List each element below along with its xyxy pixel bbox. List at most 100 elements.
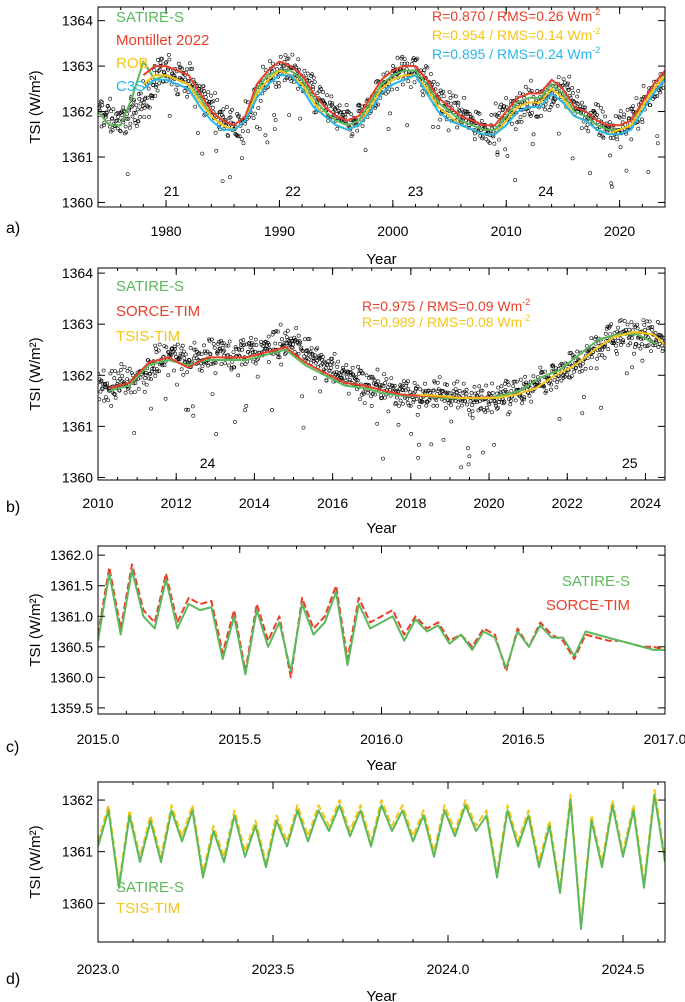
observation-point	[649, 349, 653, 354]
observation-point	[213, 371, 218, 376]
observation-point	[157, 68, 162, 72]
observation-point	[489, 113, 494, 117]
panel-a: 1980 1990 2000 2010 2020 1360 1361 1362 1363 1364…	[6, 6, 666, 268]
observation-point	[639, 337, 644, 342]
observation-point	[186, 357, 191, 362]
observation-point	[431, 125, 435, 129]
y-tick-label: 1360	[62, 469, 93, 485]
observation-point	[476, 390, 481, 395]
observation-point	[524, 380, 529, 385]
observation-point	[572, 100, 577, 104]
observation-point	[278, 322, 283, 327]
observation-point	[197, 367, 202, 372]
observation-point	[187, 358, 192, 363]
observation-point	[242, 342, 246, 347]
observation-point	[313, 376, 318, 381]
observation-point	[283, 350, 288, 355]
series-line-montillet-2022	[142, 60, 665, 127]
observation-point	[656, 319, 660, 324]
observation-point	[354, 375, 359, 380]
observation-point	[283, 53, 288, 58]
observation-point	[594, 102, 598, 107]
observation-point	[423, 381, 427, 386]
observation-point	[436, 125, 441, 130]
observation-point	[478, 388, 483, 393]
observation-point	[559, 378, 564, 383]
observation-point	[595, 113, 600, 117]
observation-point	[566, 88, 571, 92]
y-axis: 1360 1361 1362	[62, 792, 665, 911]
observation-point	[124, 116, 129, 121]
observation-point	[119, 362, 124, 367]
legend-entry: Montillet 2022	[116, 32, 209, 49]
observation-point	[477, 384, 482, 389]
observation-point	[492, 399, 497, 404]
observation-point	[617, 114, 621, 119]
observation-point	[603, 331, 608, 336]
observation-point	[214, 432, 219, 437]
observation-point	[116, 114, 121, 119]
observation-point	[213, 360, 218, 365]
observation-point	[129, 370, 134, 375]
x-axis: 1980 1990 2000 2010 2020	[97, 7, 666, 239]
observation-point	[139, 107, 144, 112]
observation-point	[157, 81, 162, 86]
observation-point	[481, 450, 485, 455]
observation-point	[596, 103, 600, 107]
plot-area	[98, 563, 665, 679]
observation-point	[554, 366, 559, 371]
observation-point	[279, 362, 284, 367]
observation-point	[461, 381, 466, 386]
observation-point	[146, 86, 151, 91]
x-tick-label: 2016	[317, 495, 348, 511]
observation-point	[370, 374, 375, 379]
observation-point	[113, 369, 118, 374]
observation-point	[613, 114, 618, 119]
observation-point	[173, 346, 178, 351]
series-line-tsis-tim	[418, 330, 665, 400]
observation-point	[468, 412, 472, 417]
observation-point	[248, 345, 253, 350]
observation-point	[160, 56, 164, 61]
observation-point	[628, 341, 633, 346]
observation-point	[251, 359, 256, 364]
observation-point	[421, 93, 425, 98]
observation-point	[547, 108, 552, 113]
x-tick-label: 2016.0	[360, 731, 403, 747]
observation-point	[341, 371, 346, 376]
observation-point	[240, 347, 245, 352]
legend: SATIRE-S SORCE-TIM TSIS-TIM	[116, 278, 200, 345]
observation-point	[381, 72, 386, 77]
observation-point	[352, 375, 357, 380]
observation-point	[209, 337, 214, 342]
observation-point	[372, 378, 377, 383]
observation-point	[282, 78, 287, 83]
observation-point	[602, 355, 607, 360]
observation-point	[561, 77, 566, 82]
axes-frame	[97, 267, 666, 481]
observation-point	[312, 110, 317, 115]
observation-point	[611, 341, 616, 346]
observation-point	[452, 100, 457, 105]
observation-point	[283, 331, 288, 336]
observation-point	[286, 56, 291, 61]
observation-point	[145, 95, 150, 100]
observation-point	[615, 137, 620, 142]
observation-point	[611, 136, 616, 141]
observation-point	[618, 336, 623, 341]
observation-point	[511, 384, 516, 389]
observation-point	[166, 53, 171, 57]
observation-point	[408, 85, 413, 90]
observation-point	[102, 123, 106, 128]
observation-point	[391, 64, 395, 68]
observation-point	[400, 54, 405, 59]
observation-point	[526, 87, 531, 92]
observation-point	[531, 374, 536, 379]
x-tick-label: 2014	[239, 495, 270, 511]
observation-point	[469, 390, 474, 395]
x-tick-label: 2010	[491, 223, 522, 239]
observation-point	[549, 95, 554, 100]
observation-point	[346, 370, 351, 375]
observation-point	[616, 325, 621, 330]
observation-point	[576, 89, 581, 93]
